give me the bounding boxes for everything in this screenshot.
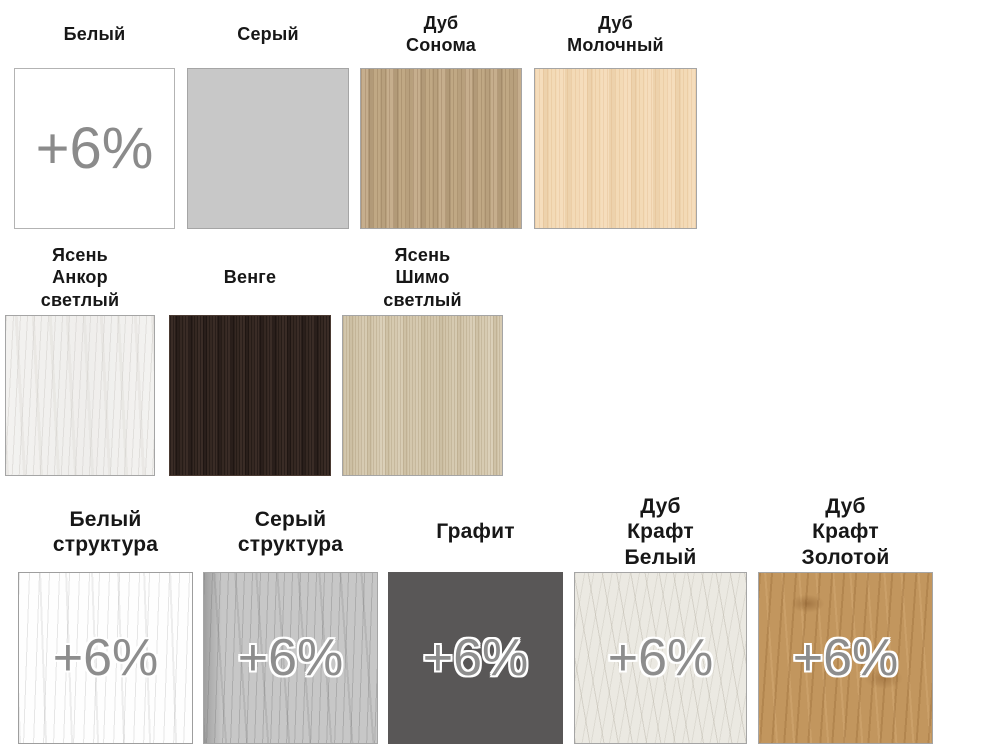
swatch-tile-oak-craft-white[interactable]: +6% xyxy=(574,572,747,744)
swatch-label-box: Ясень Анкор светлый xyxy=(5,240,155,315)
swatch-label-box: Венге xyxy=(169,240,331,315)
swatch-label-oak-milk: Дуб Молочный xyxy=(567,12,664,56)
swatch-label-box: Графит xyxy=(388,492,563,572)
swatch-cell-gray-structure: Серый структура +6% xyxy=(203,492,378,744)
swatch-tile-oak-craft-gold[interactable]: +6% xyxy=(758,572,933,744)
swatch-label-oak-sonoma: Дуб Сонома xyxy=(406,12,476,56)
swatch-cell-white-structure: Белый структура +6% xyxy=(18,492,193,744)
swatch-label-box: Дуб Сонома xyxy=(360,0,522,68)
swatch-cell-gray: Серый xyxy=(187,0,349,229)
swatch-label-ash-ankor-light: Ясень Анкор светлый xyxy=(40,244,120,310)
swatch-cell-graphite: Графит +6% xyxy=(388,492,563,744)
swatch-label-box: Ясень Шимо светлый xyxy=(342,240,503,315)
swatch-label-oak-craft-white: Дуб Крафт Белый xyxy=(624,495,697,569)
swatch-label-gray: Серый xyxy=(237,23,299,44)
swatch-label-box: Серый структура xyxy=(203,492,378,572)
swatch-label-oak-craft-gold: Дуб Крафт Золотой xyxy=(801,495,890,569)
swatch-label-white-structure: Белый структура xyxy=(52,507,159,556)
surcharge-badge: +6% xyxy=(607,629,714,687)
swatch-label-box: Белый структура xyxy=(18,492,193,572)
swatch-label-ash-shimo-light: Ясень Шимо светлый xyxy=(383,244,462,310)
swatch-tile-white[interactable]: +6% xyxy=(14,68,175,229)
swatch-label-box: Белый xyxy=(14,0,175,68)
swatch-cell-white: Белый +6% xyxy=(14,0,175,229)
swatch-tile-oak-milk[interactable] xyxy=(534,68,697,229)
swatch-label-gray-structure: Серый структура xyxy=(237,507,344,556)
surcharge-badge: +6% xyxy=(237,629,344,687)
swatch-cell-ash-ankor-light: Ясень Анкор светлый xyxy=(5,240,155,476)
surcharge-badge: +6% xyxy=(792,629,899,687)
swatch-tile-gray-structure[interactable]: +6% xyxy=(203,572,378,744)
swatch-tile-oak-sonoma[interactable] xyxy=(360,68,522,229)
swatch-tile-gray[interactable] xyxy=(187,68,349,229)
swatch-label-box: Серый xyxy=(187,0,349,68)
swatch-tile-ash-ankor-light[interactable] xyxy=(5,315,155,476)
swatch-cell-wenge: Венге xyxy=(169,240,331,476)
swatch-cell-oak-sonoma: Дуб Сонома xyxy=(360,0,522,229)
swatch-label-graphite: Графит xyxy=(436,520,515,544)
surcharge-badge: +6% xyxy=(422,629,529,687)
swatch-tile-white-structure[interactable]: +6% xyxy=(18,572,193,744)
swatch-tile-wenge[interactable] xyxy=(169,315,331,476)
swatch-label-box: Дуб Молочный xyxy=(534,0,697,68)
swatch-tile-graphite[interactable]: +6% xyxy=(388,572,563,744)
swatch-tile-ash-shimo-light[interactable] xyxy=(342,315,503,476)
swatch-label-wenge: Венге xyxy=(223,267,277,288)
swatch-label-box: Дуб Крафт Золотой xyxy=(758,492,933,572)
swatch-cell-ash-shimo-light: Ясень Шимо светлый xyxy=(342,240,503,476)
swatch-cell-oak-craft-gold: Дуб Крафт Золотой +6% xyxy=(758,492,933,744)
swatch-label-white: Белый xyxy=(63,23,126,44)
surcharge-badge: +6% xyxy=(35,115,154,181)
swatch-cell-oak-milk: Дуб Молочный xyxy=(534,0,697,229)
swatch-label-box: Дуб Крафт Белый xyxy=(574,492,747,572)
swatch-cell-oak-craft-white: Дуб Крафт Белый +6% xyxy=(574,492,747,744)
surcharge-badge: +6% xyxy=(52,629,159,687)
